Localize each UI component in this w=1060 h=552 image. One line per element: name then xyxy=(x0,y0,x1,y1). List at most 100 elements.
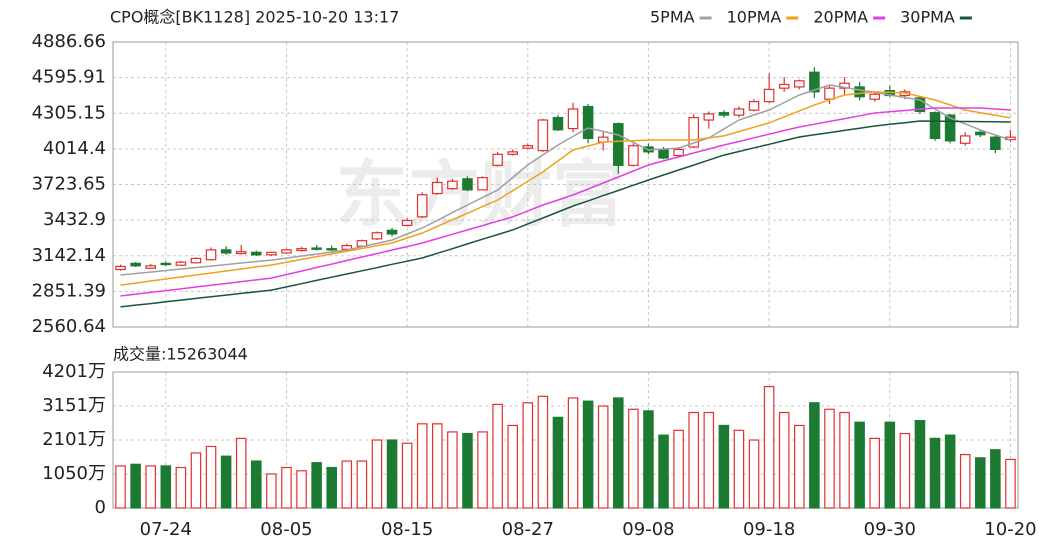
volume-bar xyxy=(1005,458,1016,509)
candle-body xyxy=(824,87,835,100)
candle-body xyxy=(582,105,594,139)
volume-bar xyxy=(567,397,579,509)
volume-bar xyxy=(160,465,172,509)
volume-bar xyxy=(401,442,413,509)
x-tick-label: 09-30 xyxy=(864,519,916,540)
volume-bar xyxy=(145,465,156,509)
volume-bar xyxy=(975,457,986,509)
candle-body xyxy=(432,181,443,195)
volume-bar xyxy=(311,462,322,509)
volume-bar xyxy=(281,466,292,509)
volume-bar xyxy=(854,421,865,509)
candle-body xyxy=(733,108,745,116)
volume-bar xyxy=(492,403,503,509)
volume-bar xyxy=(341,460,353,509)
ma-line xyxy=(120,84,1011,276)
candle-body xyxy=(673,148,684,157)
candle-body xyxy=(401,219,413,226)
volume-bar xyxy=(628,408,639,509)
candle-body xyxy=(326,248,337,251)
candle-body xyxy=(567,108,579,130)
candle-body xyxy=(447,180,458,190)
volume-bar xyxy=(658,434,669,509)
x-tick-label: 07-24 xyxy=(140,519,192,540)
volume-bar xyxy=(462,432,473,509)
legend-label: 20PMA xyxy=(813,8,868,27)
candle-body xyxy=(975,131,986,136)
candle-body xyxy=(794,80,805,88)
candle-body xyxy=(914,97,926,113)
volume-bar xyxy=(929,437,941,509)
volume-bar xyxy=(643,410,654,509)
candle-body xyxy=(281,249,292,254)
volume-bar xyxy=(959,453,971,509)
candle-body xyxy=(944,114,956,142)
y-tick-label: 4201万 xyxy=(42,361,106,382)
candle-body xyxy=(778,83,790,89)
y-tick-label: 1050万 xyxy=(42,463,106,484)
candle-body xyxy=(869,93,880,100)
y-tick-label: 4305.15 xyxy=(32,102,106,123)
volume-bar xyxy=(251,460,262,509)
candle-body xyxy=(929,112,941,139)
candle-body xyxy=(160,262,172,266)
volume-bar xyxy=(613,397,624,509)
candle-body xyxy=(990,136,1001,151)
candle-body xyxy=(763,88,775,103)
volume-bar xyxy=(809,402,820,509)
volume-frame xyxy=(112,371,1019,509)
volume-bar xyxy=(763,386,775,509)
volume-bar xyxy=(733,429,745,509)
volume-bar xyxy=(175,466,187,509)
candle-body xyxy=(703,113,715,121)
volume-bar xyxy=(326,466,337,509)
candle-body xyxy=(115,265,126,271)
volume-bar xyxy=(205,445,217,509)
candle-body xyxy=(537,119,549,152)
volume-bar xyxy=(688,411,699,509)
y-tick-label: 2851.39 xyxy=(32,280,106,301)
candle-body xyxy=(854,86,865,98)
volume-bar xyxy=(522,402,534,509)
watermark: 东方财富 xyxy=(336,153,624,237)
volume-bar xyxy=(507,424,518,509)
candle-body xyxy=(688,116,699,148)
candle-body xyxy=(522,145,534,149)
candle-body xyxy=(492,153,503,166)
candle-body xyxy=(748,101,760,111)
volume-bar xyxy=(235,437,247,509)
volume-bar xyxy=(748,439,760,509)
legend-label: 10PMA xyxy=(727,8,782,27)
price-frame xyxy=(112,41,1019,328)
candle-body xyxy=(416,194,428,218)
volume-bar xyxy=(115,465,126,509)
volume-bar xyxy=(537,395,549,509)
x-tick-label: 09-08 xyxy=(622,519,674,540)
y-tick-label: 3432.9 xyxy=(43,209,106,230)
candle-body xyxy=(613,123,624,166)
candle-body xyxy=(235,251,247,255)
x-tick-label: 10-20 xyxy=(984,519,1036,540)
y-tick-label: 3142.14 xyxy=(32,245,106,266)
volume-bar xyxy=(824,408,835,509)
candle-body xyxy=(145,265,156,269)
volume-bar xyxy=(552,416,564,509)
candle-body xyxy=(205,249,217,261)
candle-body xyxy=(296,248,307,252)
volume-bar xyxy=(220,455,232,509)
volume-bar xyxy=(386,439,398,509)
volume-bar xyxy=(899,432,911,509)
y-tick-label: 3723.65 xyxy=(32,174,106,195)
volume-bar xyxy=(839,411,850,509)
ma-line xyxy=(120,91,1011,286)
candle-body xyxy=(809,71,820,93)
y-tick-label: 2560.64 xyxy=(32,316,106,337)
candle-body xyxy=(371,232,383,240)
candle-body xyxy=(718,112,730,116)
candle-body xyxy=(959,135,971,144)
ma-line xyxy=(120,107,1011,297)
volume-label: 成交量:15263044 xyxy=(113,345,248,364)
candle-body xyxy=(628,145,639,166)
